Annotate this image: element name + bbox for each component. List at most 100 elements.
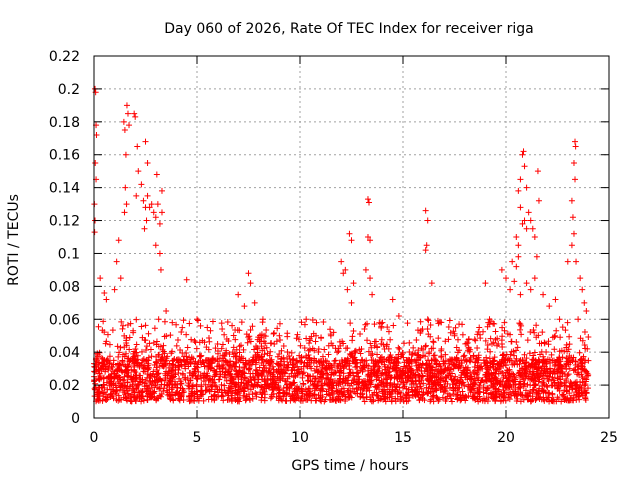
baseline-point xyxy=(577,335,584,342)
baseline-point xyxy=(279,397,286,404)
baseline-point xyxy=(546,356,553,363)
baseline-point xyxy=(318,368,325,375)
baseline-point xyxy=(219,341,226,348)
baseline-point xyxy=(316,359,323,366)
data-point xyxy=(581,299,588,306)
baseline-point xyxy=(509,388,516,395)
baseline-point xyxy=(188,354,195,361)
baseline-point xyxy=(502,372,509,379)
data-point xyxy=(533,253,540,260)
baseline-point xyxy=(335,348,342,355)
baseline-point xyxy=(161,318,168,325)
baseline-point xyxy=(500,351,507,358)
data-point xyxy=(124,110,131,117)
baseline-point xyxy=(230,360,237,367)
baseline-point xyxy=(378,323,385,330)
data-point xyxy=(535,197,542,204)
baseline-point xyxy=(492,386,499,393)
baseline-point xyxy=(291,395,298,402)
baseline-point xyxy=(551,370,558,377)
data-point xyxy=(153,171,160,178)
baseline-point xyxy=(548,397,555,404)
baseline-point xyxy=(429,388,436,395)
baseline-point xyxy=(486,355,493,362)
baseline-point xyxy=(322,380,329,387)
baseline-point xyxy=(235,379,242,386)
baseline-point xyxy=(257,389,264,396)
baseline-point xyxy=(268,391,275,398)
baseline-point xyxy=(352,347,359,354)
baseline-point xyxy=(376,357,383,364)
baseline-point xyxy=(245,379,252,386)
baseline-point xyxy=(306,340,313,347)
baseline-point xyxy=(273,367,280,374)
data-point xyxy=(509,258,516,265)
data-point xyxy=(194,316,200,323)
baseline-point xyxy=(247,386,254,393)
y-tick-label: 0.14 xyxy=(49,181,80,197)
baseline-point xyxy=(397,372,404,379)
baseline-point xyxy=(108,370,115,377)
baseline-point xyxy=(540,363,547,370)
data-point xyxy=(362,266,369,273)
baseline-point xyxy=(524,337,531,344)
baseline-point xyxy=(124,322,131,329)
data-point xyxy=(117,275,124,282)
baseline-point xyxy=(308,333,315,340)
baseline-point xyxy=(442,398,449,405)
baseline-point xyxy=(399,384,406,391)
baseline-point xyxy=(528,397,535,404)
baseline-point xyxy=(373,389,380,396)
baseline-point xyxy=(582,345,589,352)
baseline-point xyxy=(572,367,579,374)
baseline-point xyxy=(278,355,285,362)
baseline-point xyxy=(323,391,330,398)
baseline-point xyxy=(262,378,269,385)
baseline-point xyxy=(180,317,187,324)
baseline-point xyxy=(296,352,303,359)
baseline-point xyxy=(368,373,375,380)
baseline-point xyxy=(155,395,162,402)
baseline-point xyxy=(138,323,145,330)
baseline-point xyxy=(134,393,141,400)
baseline-point xyxy=(315,349,322,356)
baseline-point xyxy=(555,380,562,387)
data-point xyxy=(517,176,524,183)
baseline-point xyxy=(511,375,518,382)
baseline-point xyxy=(336,368,343,375)
baseline-point xyxy=(139,334,146,341)
baseline-point xyxy=(99,384,106,391)
baseline-point xyxy=(506,396,513,403)
baseline-point xyxy=(474,345,481,352)
y-axis-label: ROTI / TECUs xyxy=(6,194,22,286)
baseline-point xyxy=(486,321,493,328)
baseline-point xyxy=(349,353,356,360)
data-point xyxy=(486,316,493,323)
baseline-point xyxy=(559,324,566,331)
baseline-point xyxy=(359,391,366,398)
baseline-point xyxy=(434,395,441,402)
baseline-point xyxy=(394,390,401,397)
baseline-point xyxy=(188,336,195,343)
data-point xyxy=(183,276,190,283)
baseline-point xyxy=(454,349,461,356)
baseline-point xyxy=(385,369,392,376)
baseline-point xyxy=(390,322,397,329)
baseline-point xyxy=(216,355,223,362)
baseline-point xyxy=(276,392,283,399)
baseline-point xyxy=(485,384,492,391)
baseline-point xyxy=(264,372,271,379)
baseline-point xyxy=(270,330,277,337)
baseline-point xyxy=(392,387,399,394)
baseline-point xyxy=(410,344,417,351)
data-point xyxy=(115,237,122,244)
baseline-point xyxy=(500,362,507,369)
baseline-point xyxy=(493,380,500,387)
baseline-point xyxy=(188,390,195,397)
baseline-point xyxy=(229,376,236,383)
baseline-point xyxy=(173,321,180,328)
data-point xyxy=(150,209,157,216)
baseline-point xyxy=(447,329,454,336)
baseline-point xyxy=(446,384,453,391)
baseline-point xyxy=(155,343,162,350)
